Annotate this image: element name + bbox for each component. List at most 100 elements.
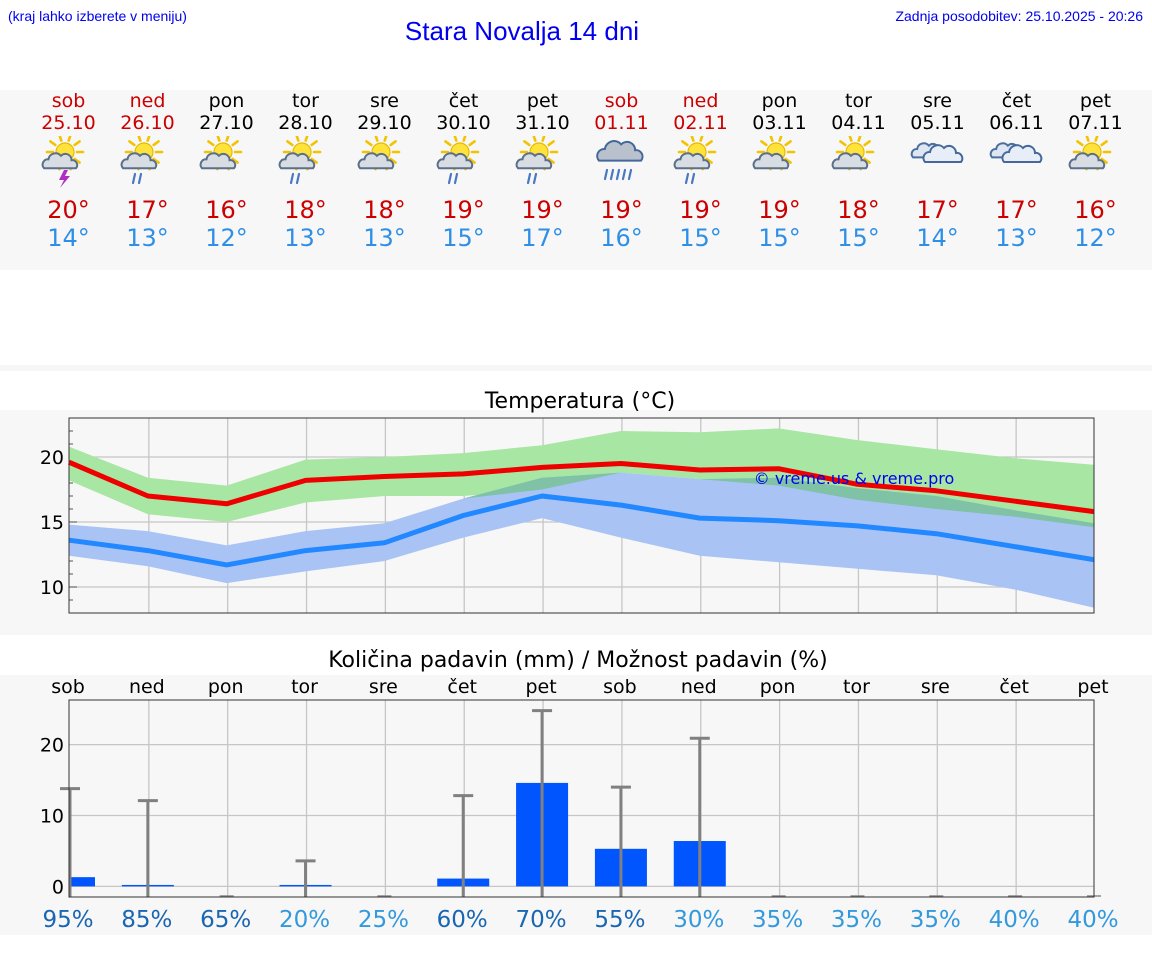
x-day-label: sre <box>369 676 398 698</box>
precipitation-probability: 30% <box>673 907 724 933</box>
day-name: tor <box>845 90 872 112</box>
cloud-shape <box>1001 144 1043 163</box>
cloud-shape <box>436 152 474 170</box>
min-temperature-line <box>68 493 1095 568</box>
max-temperature: 19° <box>521 196 564 224</box>
x-day-label: pet <box>1077 676 1108 698</box>
day-date: 04.11 <box>831 112 886 134</box>
rain-drop <box>532 172 538 185</box>
day-name: tor <box>292 90 319 112</box>
rain-drop <box>684 172 690 185</box>
watermark: © vreme.us & vreme.pro <box>754 469 955 488</box>
day-date: 01.11 <box>594 112 649 134</box>
sun-cloud-rain-icon <box>436 136 480 185</box>
x-day-label: sob <box>603 676 637 698</box>
max-temperature: 16° <box>205 196 248 224</box>
min-temperature-band <box>69 472 1094 608</box>
x-day-label: ned <box>129 676 165 698</box>
sun-cloud-thunder-icon <box>41 136 85 188</box>
day-date: 26.10 <box>120 112 175 134</box>
day-date: 06.11 <box>989 112 1044 134</box>
max-temperature: 19° <box>758 196 801 224</box>
day-name: ned <box>682 90 719 112</box>
min-temperature: 12° <box>205 224 248 252</box>
max-temperature: 16° <box>1074 196 1117 224</box>
day-date: 29.10 <box>357 112 412 134</box>
day-name: čet <box>1001 90 1032 112</box>
daily-forecast-strip: sob 25.10 20° 14° ned 26.10 17° 13° pon 27.10 16° 1… <box>0 90 1152 270</box>
page-title: Stara Novalja 14 dni <box>404 16 640 46</box>
rain-drop <box>447 172 453 185</box>
day-date: 03.11 <box>752 112 807 134</box>
sun-cloud-rain-icon <box>673 136 717 185</box>
y-tick-label: 0 <box>52 876 64 898</box>
y-tick-label: 20 <box>40 735 64 757</box>
rain-drop <box>615 168 621 181</box>
min-temperature: 16° <box>600 224 643 252</box>
precipitation-probability: 85% <box>121 907 172 933</box>
max-temperature: 18° <box>363 196 406 224</box>
precipitation-bar <box>69 877 95 887</box>
precipitation-probability: 35% <box>910 907 961 933</box>
location-hint: (kraj lahko izberete v meniju) <box>8 8 187 24</box>
day-name: sob <box>604 90 639 112</box>
day-name: ned <box>129 90 166 112</box>
precipitation-probability: 25% <box>358 907 409 933</box>
max-temperature: 17° <box>126 196 169 224</box>
max-temperature: 20° <box>47 196 90 224</box>
sun-cloud-rain-icon <box>278 136 322 185</box>
precipitation-probability: 70% <box>516 907 567 933</box>
y-tick-label: 15 <box>40 512 64 534</box>
day-name: sre <box>370 90 399 112</box>
max-temperature: 18° <box>284 196 327 224</box>
day-date: 25.10 <box>41 112 96 134</box>
section-divider <box>0 365 1152 371</box>
sun-cloud-icon <box>831 136 875 171</box>
x-day-label: sre <box>921 676 950 698</box>
x-day-label: sob <box>51 676 85 698</box>
precipitation-probability: 55% <box>594 907 645 933</box>
rain-drop <box>609 168 615 181</box>
lightning-bolt <box>59 170 70 188</box>
cloud-shape <box>1068 152 1106 170</box>
rain-drop <box>453 172 459 185</box>
max-temperature: 18° <box>837 196 880 224</box>
sun-cloud-icon <box>199 136 243 171</box>
rain-drop <box>289 172 295 185</box>
day-name: pon <box>208 90 245 112</box>
day-name: pet <box>1079 90 1112 112</box>
cloud-shape <box>199 152 237 170</box>
max-temperature: 19° <box>600 196 643 224</box>
rain-drop <box>621 168 627 181</box>
day-date: 28.10 <box>278 112 333 134</box>
sun-cloud-rain-icon <box>515 136 559 185</box>
x-day-label: pet <box>525 676 556 698</box>
day-date: 07.11 <box>1068 112 1123 134</box>
sun-cloud-icon <box>1068 136 1112 171</box>
cloud-icon <box>910 142 964 163</box>
precipitation-probability: 95% <box>42 907 93 933</box>
day-date: 02.11 <box>673 112 728 134</box>
y-tick-label: 10 <box>40 806 64 828</box>
precipitation-probability: 65% <box>200 907 251 933</box>
cloud-shape <box>120 152 158 170</box>
day-date: 30.10 <box>436 112 491 134</box>
sun-cloud-icon <box>752 136 796 171</box>
precipitation-probability: 40% <box>989 907 1040 933</box>
min-temperature: 15° <box>837 224 880 252</box>
rain-drop <box>690 172 696 185</box>
day-name: pon <box>761 90 798 112</box>
precipitation-chart: Količina padavin (mm) / Možnost padavin … <box>0 648 1152 935</box>
precipitation-probability: 35% <box>831 907 882 933</box>
plot-border <box>68 417 1095 614</box>
min-temperature: 14° <box>916 224 959 252</box>
y-tick-label: 20 <box>40 447 64 469</box>
min-temperature: 15° <box>442 224 485 252</box>
min-temperature: 13° <box>995 224 1038 252</box>
day-name: sre <box>923 90 952 112</box>
sun-cloud-icon <box>357 136 401 171</box>
max-temperature: 17° <box>995 196 1038 224</box>
plot-area <box>69 700 1094 897</box>
day-date: 27.10 <box>199 112 254 134</box>
precipitation-probability: 40% <box>1067 907 1118 933</box>
